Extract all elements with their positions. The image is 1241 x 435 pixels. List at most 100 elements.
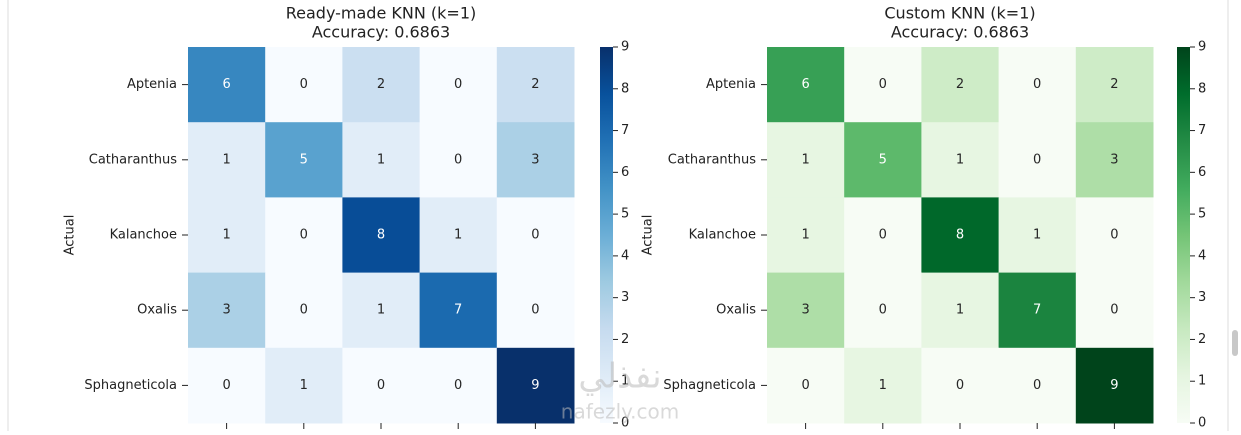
- cell-label: 1: [377, 152, 385, 167]
- heatmap-cell: [188, 197, 266, 274]
- y-tick-label: Sphagneticola: [84, 378, 177, 393]
- y-tick-label: Catharanthus: [668, 152, 756, 167]
- colorbar-tick-label: 6: [1198, 165, 1206, 180]
- cell-label: 5: [300, 152, 308, 167]
- colorbar-tick-label: 5: [1198, 207, 1206, 222]
- heatmap-cell: [496, 347, 575, 424]
- colorbar-tick-label: 4: [621, 248, 629, 263]
- heatmap-cell: [1075, 347, 1154, 424]
- cell-label: 7: [454, 303, 462, 318]
- heatmap-cell: [767, 47, 845, 123]
- heatmap-cell: [921, 197, 1000, 274]
- heatmap-cell: [342, 47, 421, 123]
- heatmap-cell: [998, 197, 1077, 274]
- colorbar-tick-label: 9: [621, 40, 629, 55]
- colorbar-tick-label: 9: [1198, 40, 1206, 55]
- y-tick-label: Kalanchoe: [110, 228, 177, 243]
- colorbar-tick-label: 4: [1198, 248, 1206, 263]
- scrollbar[interactable]: [1232, 330, 1238, 356]
- cell-label: 2: [1110, 77, 1118, 92]
- cell-label: 3: [222, 303, 230, 318]
- heatmap-cell: [844, 272, 922, 349]
- heatmap-cell: [496, 272, 575, 349]
- heatmap-cell: [998, 122, 1077, 198]
- cell-label: 0: [879, 303, 887, 318]
- colorbar-tick-label: 7: [1198, 123, 1206, 138]
- colorbar-tick-label: 2: [621, 332, 629, 347]
- heatmap-cell: [419, 272, 498, 349]
- y-tick-label: Oxalis: [137, 303, 177, 318]
- colorbar: [600, 47, 613, 423]
- heatmap-cell: [496, 47, 575, 123]
- heatmap-cell: [342, 347, 421, 424]
- cell-label: 0: [531, 303, 539, 318]
- cell-label: 1: [956, 152, 964, 167]
- cell-label: 3: [531, 152, 539, 167]
- cell-label: 8: [956, 228, 964, 243]
- colorbar: [1177, 47, 1190, 423]
- colorbar-tick-label: 1: [621, 374, 629, 389]
- heatmap-cell: [844, 197, 922, 274]
- y-tick-label: Oxalis: [716, 303, 756, 318]
- heatmap-cell: [342, 272, 421, 349]
- colorbar-tick-label: 3: [621, 290, 629, 305]
- heatmap-cell: [419, 197, 498, 274]
- cell-label: 0: [454, 152, 462, 167]
- heatmap-cell: [998, 347, 1077, 424]
- watermark: nafezly.com: [561, 400, 679, 424]
- heatmap-cell: [921, 47, 1000, 123]
- y-axis-label: Actual: [63, 215, 78, 256]
- heatmap-cell: [844, 347, 922, 424]
- colorbar-tick-label: 0: [1198, 416, 1206, 431]
- heatmap-cell: [921, 272, 1000, 349]
- cell-label: 0: [956, 378, 964, 393]
- heatmap-cell: [419, 347, 498, 424]
- heatmap-cell: [496, 197, 575, 274]
- cell-label: 2: [531, 77, 539, 92]
- cell-label: 0: [1110, 228, 1118, 243]
- cell-label: 8: [377, 228, 385, 243]
- heatmap-cell: [767, 272, 845, 349]
- colorbar-tick-label: 8: [1198, 81, 1206, 96]
- colorbar-tick-label: 3: [1198, 290, 1206, 305]
- cell-label: 3: [801, 303, 809, 318]
- heatmap-cell: [265, 347, 343, 424]
- cell-label: 5: [879, 152, 887, 167]
- cell-label: 1: [801, 228, 809, 243]
- heatmap-cell: [1075, 272, 1154, 349]
- heatmap-cell: [844, 122, 922, 198]
- cell-label: 1: [1033, 228, 1041, 243]
- heatmap-cell: [265, 122, 343, 198]
- cell-label: 0: [879, 228, 887, 243]
- heatmap-cell: [188, 347, 266, 424]
- cell-label: 1: [454, 228, 462, 243]
- colorbar-tick-label: 1: [1198, 374, 1206, 389]
- cell-label: 0: [300, 228, 308, 243]
- y-tick-label: Kalanchoe: [689, 228, 756, 243]
- chart-subtitle: Accuracy: 0.6863: [312, 23, 450, 42]
- cell-label: 0: [531, 228, 539, 243]
- heatmap-cell: [188, 122, 266, 198]
- cell-label: 1: [879, 378, 887, 393]
- cell-label: 3: [1110, 152, 1118, 167]
- heatmap-cell: [265, 47, 343, 123]
- cell-label: 0: [300, 77, 308, 92]
- chart-title: Ready-made KNN (k=1): [286, 4, 477, 23]
- colorbar-tick-label: 6: [621, 165, 629, 180]
- cell-label: 6: [801, 77, 809, 92]
- cell-label: 0: [377, 378, 385, 393]
- cell-label: 1: [300, 378, 308, 393]
- heatmap-cell: [188, 47, 266, 123]
- cell-label: 9: [1110, 378, 1118, 393]
- cell-label: 0: [1033, 77, 1041, 92]
- heatmap-cell: [1075, 47, 1154, 123]
- cell-label: 7: [1033, 303, 1041, 318]
- heatmap-cell: [1075, 122, 1154, 198]
- heatmap-cell: [998, 47, 1077, 123]
- heatmap-cell: [767, 197, 845, 274]
- cell-label: 0: [1033, 152, 1041, 167]
- heatmap-cell: [419, 47, 498, 123]
- colorbar-tick-label: 2: [1198, 332, 1206, 347]
- watermark: نفذلي: [578, 357, 661, 397]
